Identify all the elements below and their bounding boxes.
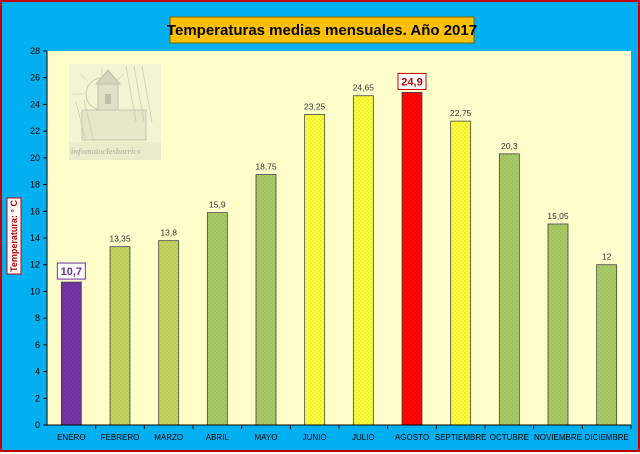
chart-title-box: Temperaturas medias mensuales. Año 2017 <box>167 16 477 44</box>
x-tick-label: AGOSTO <box>395 433 429 442</box>
bar-texture <box>450 121 471 425</box>
bar-texture <box>256 174 276 425</box>
bar-texture <box>207 212 228 425</box>
bar-texture <box>61 282 82 425</box>
data-label: 15,9 <box>209 200 226 210</box>
x-tick-label: OCTUBRE <box>490 433 529 442</box>
data-label: 13,8 <box>160 228 177 238</box>
data-label: 12 <box>602 252 612 262</box>
bar-texture <box>110 246 130 425</box>
y-tick-label: 14 <box>30 233 40 243</box>
y-tick-label: 24 <box>30 99 40 109</box>
y-tick-label: 16 <box>30 206 40 216</box>
x-tick-label: MARZO <box>154 433 183 442</box>
data-label-box <box>56 262 86 280</box>
y-tick-label: 20 <box>30 153 40 163</box>
x-tick-label: JULIO <box>352 433 375 442</box>
data-label: 24,9 <box>401 76 422 88</box>
x-axis: ENERO FEBRERO MARZO ABRIL MAYO JUNIO JULIO AGOS… <box>47 424 632 442</box>
y-tick-label: 22 <box>30 126 40 136</box>
bar-texture <box>353 95 374 425</box>
chart-title: Temperaturas medias mensuales. Año 2017 <box>167 22 477 39</box>
y-tick-label: 2 <box>35 393 40 403</box>
y-tick-label: 10 <box>30 286 40 296</box>
watermark-text: infomatoclesbarrics <box>71 146 141 156</box>
y-tick-label: 12 <box>30 260 40 270</box>
bar-texture <box>402 92 422 426</box>
bar-texture <box>158 240 179 425</box>
x-tick-label: MAYO <box>255 433 278 442</box>
bar-texture <box>499 153 520 425</box>
y-tick-label: 4 <box>35 367 40 377</box>
bar-texture <box>596 264 617 425</box>
x-tick-label: SEPTIEMBRE <box>435 433 487 442</box>
data-labels-group: 10,7 13,35 13,8 15,9 18,75 23,25 24,65 24,9 22,7… <box>56 72 612 280</box>
watermark-image: infomatoclesbarrics <box>69 64 161 160</box>
y-tick-label: 8 <box>35 313 40 323</box>
x-tick-label: JUNIO <box>303 433 327 442</box>
data-label: 18,75 <box>255 162 277 172</box>
y-tick-label: 26 <box>30 73 40 83</box>
y-tick-label: 0 <box>35 420 40 430</box>
bar-texture <box>548 223 568 425</box>
data-label-box <box>397 72 427 90</box>
x-tick-label: NOVIEMBRE <box>534 433 582 442</box>
data-label: 23,25 <box>304 101 326 111</box>
y-axis-title: Temperatura: ° C <box>9 200 19 272</box>
x-tick-label: DICIEMBRE <box>584 433 628 442</box>
y-tick-label: 18 <box>30 180 40 190</box>
y-tick-label: 6 <box>35 340 40 350</box>
data-label: 20,3 <box>501 141 518 151</box>
data-label: 15,05 <box>547 211 569 221</box>
bar-texture <box>304 114 325 426</box>
y-axis-title-box: Temperatura: ° C <box>6 197 22 275</box>
x-tick-label: ENERO <box>57 433 85 442</box>
x-tick-label: FEBRERO <box>101 433 140 442</box>
x-tick-label: ABRIL <box>206 433 230 442</box>
data-label: 22,75 <box>450 108 472 118</box>
data-label: 10,7 <box>61 266 82 278</box>
y-tick-label: 28 <box>30 46 40 56</box>
data-label: 13,35 <box>109 234 131 244</box>
data-label: 24,65 <box>353 83 375 93</box>
